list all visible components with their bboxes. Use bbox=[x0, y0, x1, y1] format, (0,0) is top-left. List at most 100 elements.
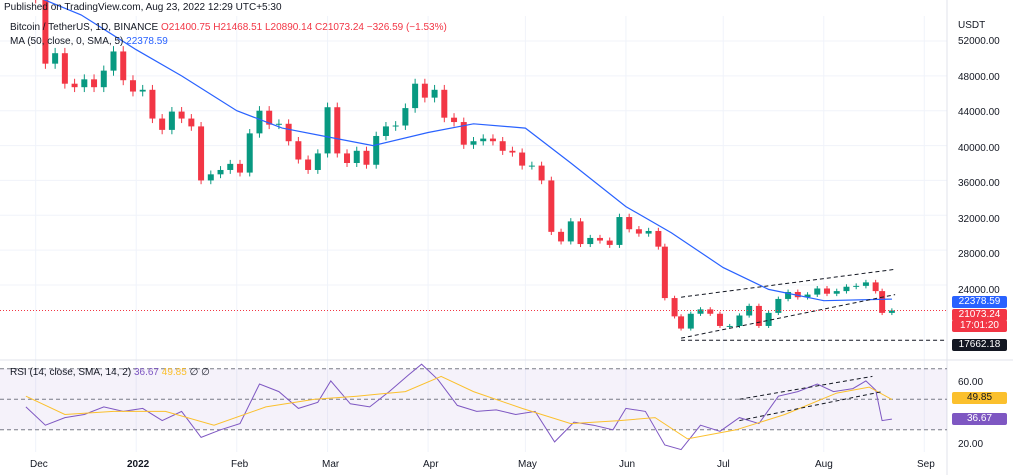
symbol-label: Bitcoin / TetherUS, 1D, BINANCE bbox=[10, 22, 159, 33]
candle-body bbox=[344, 153, 351, 163]
open-value: O21400.75 bbox=[160, 22, 211, 33]
candle-body bbox=[285, 123, 292, 142]
candle-body bbox=[775, 298, 782, 313]
candle-body bbox=[843, 286, 850, 292]
price-currency-label: USDT bbox=[958, 20, 986, 31]
candle-body bbox=[139, 89, 146, 92]
candle-body bbox=[149, 89, 156, 119]
rsi-channel-lower bbox=[739, 391, 883, 422]
candle-body bbox=[519, 152, 526, 166]
candle-body bbox=[862, 282, 869, 286]
candle-body bbox=[814, 288, 821, 295]
rsi-tick-label: 20.00 bbox=[958, 439, 984, 450]
candle-body bbox=[616, 217, 623, 245]
rsi-label: RSI (14, close, SMA, 14, 2) bbox=[10, 367, 132, 378]
candle-body bbox=[794, 291, 801, 298]
ma-value: 22378.59 bbox=[126, 36, 168, 47]
rsi-line bbox=[25, 363, 892, 451]
candle-body bbox=[548, 180, 555, 232]
candle-body bbox=[159, 118, 166, 130]
ma-line bbox=[43, 0, 892, 302]
candle-body bbox=[755, 305, 762, 326]
rsi-sma-line bbox=[25, 375, 893, 440]
rsi-value: 36.67 bbox=[133, 367, 159, 378]
candle-body bbox=[872, 282, 879, 292]
ohlc-legend: Bitcoin / TetherUS, 1D, BINANCE O21400.7… bbox=[10, 22, 447, 33]
price-tick-label: 24000.00 bbox=[958, 285, 1000, 296]
candle-body bbox=[509, 150, 516, 153]
ma-legend: MA (50, close, 0, SMA, 5) 22378.59 bbox=[10, 36, 168, 47]
candle-body bbox=[528, 165, 535, 167]
countdown-tag: 17:01:20 bbox=[952, 320, 1007, 332]
low-price-tag: 17662.18 bbox=[952, 339, 1007, 351]
time-axis-label: Feb bbox=[231, 459, 249, 470]
time-axis-label: 2022 bbox=[127, 459, 150, 470]
rsi-channel-upper bbox=[739, 375, 873, 400]
candle-body bbox=[577, 221, 584, 245]
candle-body bbox=[198, 126, 205, 181]
candle-body bbox=[746, 305, 753, 316]
rsi-tick-label: 60.00 bbox=[958, 377, 984, 388]
candle-body bbox=[81, 79, 88, 88]
candle-body bbox=[431, 89, 438, 98]
high-value: H21468.51 bbox=[213, 22, 263, 33]
last-price-tag: 21073.24 bbox=[952, 309, 1007, 321]
candle-body bbox=[412, 83, 419, 109]
time-axis-label: Mar bbox=[322, 459, 340, 470]
close-value: C21073.24 bbox=[315, 22, 364, 33]
candle-body bbox=[334, 107, 341, 154]
candle-body bbox=[678, 316, 685, 329]
candle-body bbox=[129, 80, 136, 92]
time-axis-label: Aug bbox=[815, 459, 833, 470]
candle-body bbox=[470, 141, 477, 145]
rsi-extra: ∅ ∅ bbox=[189, 367, 210, 378]
candle-body bbox=[853, 285, 860, 287]
rsi-sma-tag: 49.85 bbox=[952, 392, 1007, 404]
candle-body bbox=[71, 83, 78, 88]
candle-body bbox=[382, 126, 389, 136]
candle-body bbox=[227, 163, 234, 170]
candle-body bbox=[236, 163, 243, 173]
candle-body bbox=[480, 138, 487, 142]
candle-body bbox=[120, 51, 127, 81]
candle-body bbox=[441, 89, 448, 118]
rsi-legend: RSI (14, close, SMA, 14, 2) 36.67 49.85 … bbox=[10, 367, 210, 378]
candle-body bbox=[888, 310, 895, 313]
candle-body bbox=[421, 83, 428, 98]
candle-body bbox=[587, 237, 594, 245]
published-notice: Published on TradingView.com, Aug 23, 20… bbox=[4, 2, 282, 13]
candle-body bbox=[489, 138, 496, 142]
candle-body bbox=[645, 230, 652, 234]
candle-body bbox=[207, 174, 214, 181]
channel-lower-line bbox=[680, 294, 896, 339]
candle-body bbox=[707, 309, 714, 314]
time-axis-label: May bbox=[518, 459, 537, 470]
time-axis-label: Sep bbox=[917, 459, 935, 470]
candle-body bbox=[606, 240, 613, 245]
candle-body bbox=[661, 246, 668, 299]
low-value: L20890.14 bbox=[264, 22, 313, 33]
candle-body bbox=[275, 123, 282, 125]
candle-body bbox=[392, 125, 399, 127]
candle-body bbox=[42, 0, 49, 64]
candle-body bbox=[726, 325, 733, 327]
price-tick-label: 36000.00 bbox=[958, 178, 1000, 189]
candle-body bbox=[402, 108, 409, 126]
time-axis-label: Jun bbox=[619, 459, 636, 470]
candle-body bbox=[558, 231, 565, 242]
rsi-tag: 36.67 bbox=[952, 413, 1007, 425]
candle-body bbox=[626, 217, 633, 230]
candle-body bbox=[246, 133, 253, 173]
candle-body bbox=[178, 111, 185, 119]
candle-body bbox=[824, 288, 831, 294]
candle-body bbox=[596, 237, 603, 241]
candle-body bbox=[110, 51, 117, 71]
candle-body bbox=[804, 294, 811, 298]
candle-body bbox=[499, 141, 506, 151]
candle-body bbox=[363, 150, 370, 165]
candle-body bbox=[353, 150, 360, 163]
candle-body bbox=[687, 313, 694, 329]
price-tick-label: 44000.00 bbox=[958, 107, 1000, 118]
candle-body bbox=[451, 117, 458, 123]
